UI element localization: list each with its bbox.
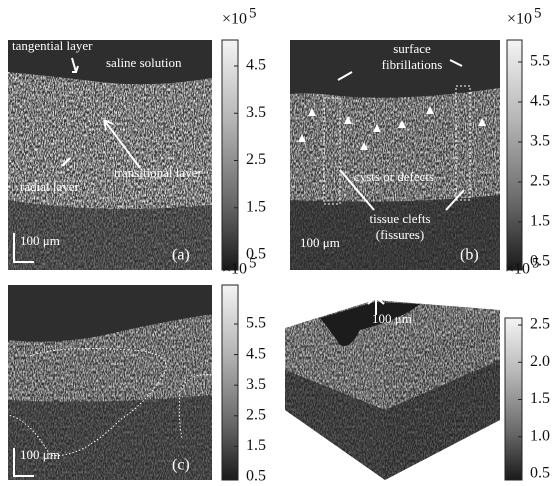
colorbar-tick-label: 1.5 bbox=[530, 213, 550, 230]
colorbar-tick-label: 4.5 bbox=[246, 57, 266, 74]
scale-label: 100 μm bbox=[300, 235, 340, 250]
colorbar-multiplier: ×10 bbox=[507, 11, 532, 28]
annotation: surface bbox=[393, 41, 431, 56]
colorbar-tick-label: 1.0 bbox=[530, 427, 550, 444]
colorbar-exponent: 5 bbox=[249, 5, 257, 21]
annotation: tissue clefts bbox=[369, 211, 430, 226]
colorbar-multiplier: ×10 bbox=[222, 261, 247, 278]
annotation: saline solution bbox=[106, 55, 182, 70]
colorbar-tick-label: 2.5 bbox=[246, 406, 266, 423]
colorbar-multiplier: ×10 bbox=[222, 11, 247, 28]
colorbar-tick-label: 2.5 bbox=[246, 151, 266, 168]
panel-c: 100 μm (c) bbox=[8, 285, 212, 480]
colorbar-tick-label: 3.5 bbox=[530, 133, 550, 150]
colorbar-tick-label: 0.5 bbox=[530, 465, 550, 482]
colorbar-exponent: 5 bbox=[249, 255, 257, 271]
scale-label: 100 μm bbox=[372, 311, 412, 326]
colorbar-tick-label: 0.5 bbox=[246, 468, 266, 485]
panel-label: (c) bbox=[172, 457, 190, 474]
colorbar bbox=[507, 40, 522, 270]
annotation: fibrillations bbox=[382, 57, 443, 72]
colorbar-exponent: 5 bbox=[532, 255, 540, 271]
figure: tangential layer saline solution transit… bbox=[0, 0, 554, 486]
panel-label: (b) bbox=[460, 247, 479, 264]
page: tangential layer saline solution transit… bbox=[0, 0, 554, 486]
colorbar-tick-label: 4.5 bbox=[246, 345, 266, 362]
colorbar-tick-label: 4.5 bbox=[530, 93, 550, 110]
colorbar-tick-label: 5.5 bbox=[246, 315, 266, 332]
colorbar-tick-label: 1.5 bbox=[246, 198, 266, 215]
colorbar-exponent: 5 bbox=[534, 5, 542, 21]
annotation: cysts or defects bbox=[354, 169, 434, 184]
panel-label: (a) bbox=[172, 247, 190, 264]
colorbar-tick-label: 1.5 bbox=[246, 437, 266, 454]
colorbar bbox=[222, 40, 238, 270]
panel-a: tangential layer saline solution transit… bbox=[8, 38, 212, 270]
colorbar-multiplier: ×10 bbox=[505, 261, 530, 278]
annotation: tangential layer bbox=[12, 38, 93, 53]
colorbar bbox=[222, 285, 238, 480]
annotation: transitional layer bbox=[114, 165, 202, 180]
panel-d: 100 μm (d) bbox=[285, 297, 500, 480]
colorbar-tick-label: 3.5 bbox=[246, 104, 266, 121]
panel-b: surface fibrillations cysts or defects t… bbox=[290, 40, 500, 270]
annotation: (fissures) bbox=[376, 227, 424, 242]
scale-label: 100 μm bbox=[20, 233, 60, 248]
scale-label: 100 μm bbox=[20, 447, 60, 462]
colorbar-tick-label: 3.5 bbox=[246, 376, 266, 393]
colorbar-tick-label: 1.5 bbox=[530, 390, 550, 407]
colorbar-tick-label: 2.5 bbox=[530, 173, 550, 190]
colorbar-tick-label: 2.5 bbox=[530, 316, 550, 333]
colorbar-tick-label: 2.0 bbox=[530, 353, 550, 370]
annotation: radial layer bbox=[20, 179, 79, 194]
panel-label: (d) bbox=[452, 453, 471, 470]
colorbar-tick-label: 5.5 bbox=[530, 53, 550, 70]
